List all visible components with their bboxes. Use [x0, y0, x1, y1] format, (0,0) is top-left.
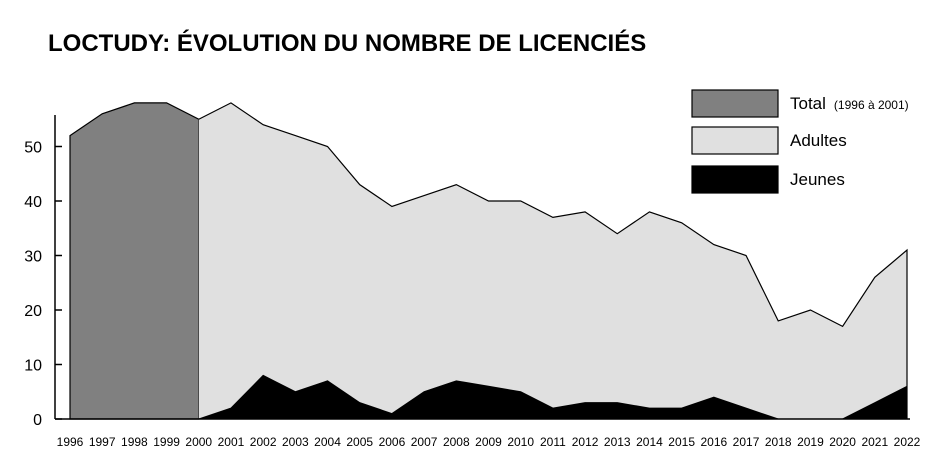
x-tick-label: 2022 — [894, 435, 921, 449]
chart-legend: Total (1996 à 2001) Adultes Jeunes — [691, 89, 909, 194]
x-tick-label: 2015 — [668, 435, 695, 449]
legend-swatch-total — [691, 89, 779, 118]
adultes-area — [198, 102, 907, 420]
x-tick-label: 2006 — [379, 435, 406, 449]
y-tick-label: 50 — [24, 140, 42, 157]
total-area — [69, 102, 200, 420]
legend-swatch-adultes — [691, 126, 779, 155]
y-tick-label: 30 — [24, 249, 42, 266]
x-tick-label: 1999 — [153, 435, 180, 449]
x-tick-label: 1998 — [121, 435, 148, 449]
x-tick-label: 2005 — [346, 435, 373, 449]
x-tick-label: 2009 — [475, 435, 502, 449]
x-tick-label: 2010 — [507, 435, 534, 449]
x-tick-label: 2021 — [861, 435, 888, 449]
x-tick-label: 1997 — [89, 435, 116, 449]
chart-title: LOCTUDY: ÉVOLUTION DU NOMBRE DE LICENCIÉ… — [48, 30, 647, 57]
chart-areas — [69, 102, 908, 420]
adultes-line — [198, 102, 908, 419]
legend-label-jeunes: Jeunes — [790, 170, 845, 189]
x-tick-label: 2020 — [829, 435, 856, 449]
x-tick-label: 2014 — [636, 435, 663, 449]
x-tick-label: 1996 — [57, 435, 84, 449]
x-tick-label: 2004 — [314, 435, 341, 449]
x-tick-label: 2007 — [411, 435, 438, 449]
y-tick-label: 0 — [33, 412, 42, 429]
y-tick-label: 20 — [24, 303, 42, 320]
x-tick-label: 2019 — [797, 435, 824, 449]
x-tick-label: 2016 — [700, 435, 727, 449]
x-tick-label: 2012 — [572, 435, 599, 449]
x-tick-label: 2011 — [540, 435, 566, 449]
x-tick-label: 2003 — [282, 435, 309, 449]
x-tick-label: 2018 — [765, 435, 792, 449]
legend-label-adultes: Adultes — [790, 131, 847, 150]
legend-swatch-jeunes — [691, 165, 779, 194]
chart-axes: 0 10 20 30 40 50 1996 1997 1998 1999 2000 2001 2002 2… — [24, 115, 921, 449]
x-tick-label: 2001 — [218, 435, 245, 449]
y-tick-label: 10 — [24, 358, 42, 375]
y-tick-label: 40 — [24, 194, 42, 211]
x-tick-label: 2000 — [185, 435, 212, 449]
x-tick-label: 2008 — [443, 435, 470, 449]
legend-note-total: (1996 à 2001) — [834, 98, 909, 112]
x-tick-label: 2017 — [733, 435, 760, 449]
legend-label-total: Total — [790, 94, 826, 113]
x-tick-label: 2002 — [250, 435, 277, 449]
x-tick-label: 2013 — [604, 435, 631, 449]
